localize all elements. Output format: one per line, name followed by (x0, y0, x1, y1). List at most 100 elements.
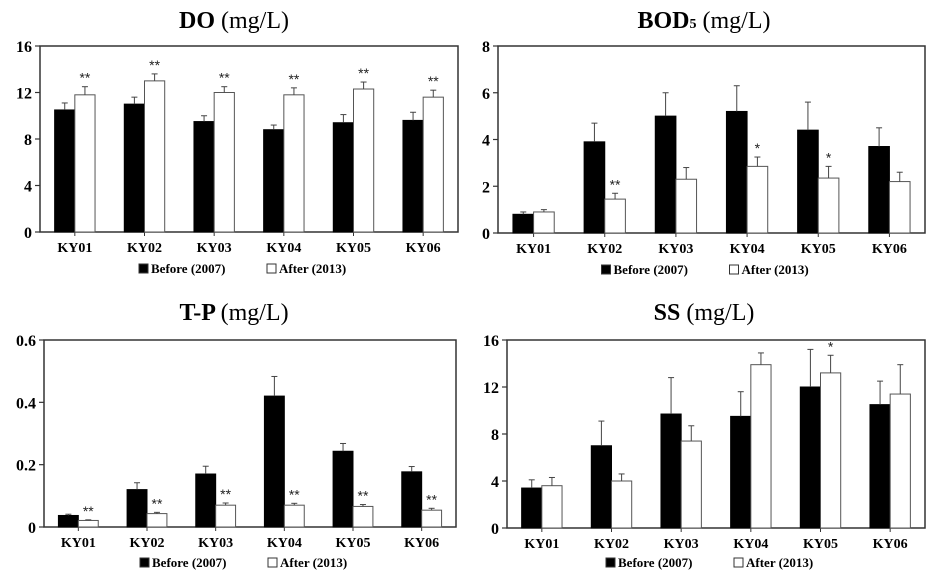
bar-before (193, 121, 215, 233)
bar-after (77, 519, 99, 528)
y-tick-label: 0 (24, 225, 32, 242)
significance-label: * (755, 140, 761, 156)
bar-before (869, 404, 891, 529)
bar-before (126, 489, 148, 528)
significance-label: ** (428, 73, 439, 89)
significance-label: ** (149, 57, 160, 73)
significance-label: ** (358, 65, 369, 81)
bar-before (512, 213, 535, 234)
x-tick-label: KY06 (872, 242, 907, 257)
x-tick-label: KY03 (198, 536, 233, 551)
x-tick-label: KY01 (61, 536, 96, 551)
legend-swatch-before (601, 264, 611, 275)
significance-label: * (826, 149, 832, 165)
bar-before (332, 450, 354, 528)
x-tick-label: KY06 (406, 241, 441, 256)
bar-after (144, 80, 166, 233)
bar-before (799, 386, 821, 529)
y-tick-label: 8 (24, 132, 32, 149)
y-tick-label: 0.4 (16, 395, 36, 412)
x-tick-label: KY02 (594, 537, 629, 552)
bar-after (750, 364, 772, 529)
plot-area: 0 4 8 12 16 KY01 ** KY02 ** KY03 ** KY04 ** KY05 ** KY0… (16, 39, 459, 276)
bar-after (213, 92, 235, 233)
x-tick-label: KY04 (730, 242, 765, 257)
significance-label: ** (219, 70, 230, 86)
x-tick-label: KY03 (664, 537, 699, 552)
bar-after (888, 181, 911, 234)
chart-tp-svg: T-P (mg/L) 0 0.2 0.4 0.6 KY01 ** KY02 ** KY03 ** K… (16, 300, 457, 570)
chart-ss-svg: SS (mg/L) 0 4 8 12 16 KY01 KY02 KY03 KY04 KY05 * KY… (483, 300, 926, 570)
chart-do: DO (mg/L) 0 4 8 12 16 KY01 ** KY02 ** KY03 ** KY04 *… (0, 0, 468, 290)
chart-ss: SS (mg/L) 0 4 8 12 16 KY01 KY02 KY03 KY04 KY05 * KY… (468, 290, 936, 580)
significance-label: ** (79, 70, 90, 86)
x-tick-label: KY02 (587, 242, 622, 257)
bar-before (123, 103, 146, 233)
bar-before (521, 487, 543, 529)
legend-swatch-before (605, 557, 616, 568)
bar-after (604, 198, 626, 234)
chart-tp: T-P (mg/L) 0 0.2 0.4 0.6 KY01 ** KY02 ** KY03 ** K… (0, 290, 468, 580)
bar-after (215, 504, 237, 528)
plot-frame (497, 45, 926, 234)
y-tick-label: 16 (483, 333, 499, 350)
plot-frame (43, 339, 457, 528)
bar-after (820, 372, 842, 529)
bar-after (541, 485, 563, 529)
significance-label: ** (288, 71, 299, 87)
chart-title: T-P (mg/L) (179, 300, 288, 326)
bar-after (675, 178, 698, 234)
legend-swatch-after (733, 557, 744, 568)
plot-area: 0 2 4 6 8 KY01 KY02 ** KY03 KY04 * KY05 * KY06 Before … (482, 39, 926, 277)
bar-after (353, 88, 375, 233)
bar-before (57, 514, 79, 528)
bar-after (817, 177, 840, 234)
legend-label-after: After (2013) (746, 555, 813, 570)
significance-label: * (828, 338, 834, 354)
x-tick-label: KY05 (336, 536, 371, 551)
y-tick-label: 12 (16, 86, 32, 103)
x-tick-label: KY01 (524, 537, 559, 552)
x-tick-label: KY05 (803, 537, 838, 552)
chart-title: BOD5 (mg/L) (638, 8, 771, 34)
chart-do-svg: DO (mg/L) 0 4 8 12 16 KY01 ** KY02 ** KY03 ** KY04 *… (16, 8, 459, 276)
plot-frame (506, 339, 926, 529)
x-tick-label: KY02 (130, 536, 165, 551)
y-tick-label: 8 (482, 39, 490, 56)
y-tick-label: 2 (482, 179, 490, 196)
x-tick-label: KY06 (873, 537, 908, 552)
y-tick-label: 0 (482, 226, 490, 243)
bar-before (402, 119, 424, 233)
y-tick-label: 8 (491, 427, 499, 444)
chart-bod5: BOD5 (mg/L) 0 2 4 6 8 KY01 KY02 ** KY03 KY04 * KY05… (468, 0, 936, 290)
y-tick-label: 0.2 (16, 458, 36, 475)
x-tick-label: KY05 (801, 242, 836, 257)
bar-before (54, 109, 76, 233)
y-tick-label: 4 (482, 133, 490, 150)
bar-before (797, 129, 819, 234)
x-tick-label: KY06 (404, 536, 439, 551)
chart-title: SS (mg/L) (654, 300, 755, 326)
bar-after (889, 393, 911, 529)
y-tick-label: 6 (482, 86, 490, 103)
bar-before (583, 141, 606, 234)
bar-after (146, 513, 168, 528)
bar-after (611, 480, 633, 529)
bar-before (725, 110, 748, 234)
x-tick-label: KY04 (267, 536, 302, 551)
chart-bod5-svg: BOD5 (mg/L) 0 2 4 6 8 KY01 KY02 ** KY03 KY04 * KY05… (482, 8, 926, 277)
plot-area: 0 4 8 12 16 KY01 KY02 KY03 KY04 KY05 * KY06 Before (… (483, 333, 926, 570)
y-tick-label: 0 (491, 521, 499, 538)
legend-label-after: After (2013) (280, 555, 347, 570)
significance-label: ** (610, 176, 621, 192)
bar-before (660, 413, 682, 529)
bar-before (263, 129, 285, 233)
significance-label: ** (83, 503, 94, 519)
plot-frame (39, 45, 459, 233)
plot-area: 0 0.2 0.4 0.6 KY01 ** KY02 ** KY03 ** KY04 ** KY05 **… (16, 333, 457, 570)
significance-label: ** (220, 486, 231, 502)
x-tick-label: KY03 (197, 241, 232, 256)
legend-swatch-before (139, 557, 150, 568)
legend-swatch-after (266, 263, 277, 274)
x-tick-label: KY02 (127, 241, 162, 256)
